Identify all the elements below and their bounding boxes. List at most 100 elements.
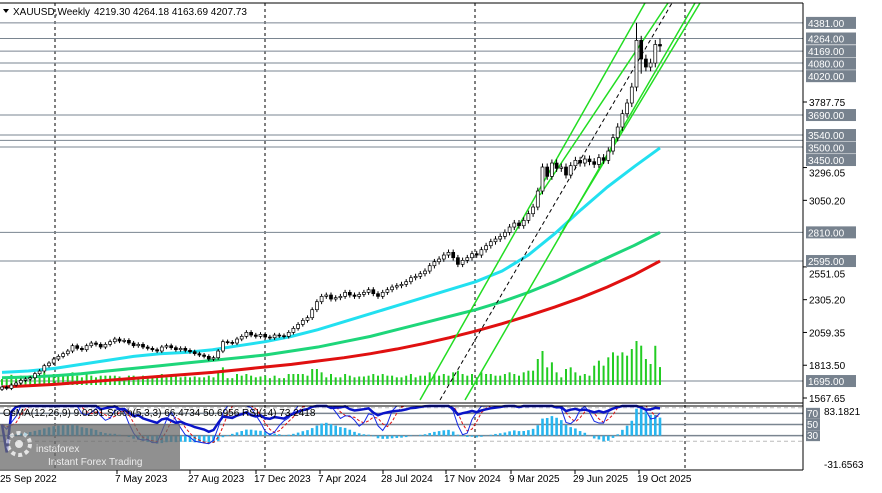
volume-bar (241, 376, 243, 385)
watermark-tagline: Instant Forex Trading (48, 457, 143, 468)
osma-bar (447, 430, 450, 436)
x-tick-label: 29 Jun 2025 (573, 474, 628, 485)
volume-bar (316, 369, 318, 385)
volume-bar (617, 356, 619, 385)
osma-bar (255, 430, 258, 435)
osma-bar (419, 435, 422, 436)
osma-bar (400, 436, 403, 438)
volume-bar (175, 377, 177, 386)
osma-bar (208, 436, 211, 444)
candle-body (62, 354, 65, 357)
candle-body (400, 284, 403, 285)
candle-body (348, 292, 351, 295)
candle-body (330, 295, 333, 299)
candle-body (447, 252, 450, 255)
volume-bar (330, 374, 332, 385)
volume-bar (166, 377, 168, 385)
osma-bar (631, 421, 634, 436)
volume-bar (570, 367, 572, 385)
candle-body (391, 287, 394, 290)
osma-bar (522, 431, 525, 436)
candle-body (189, 350, 192, 351)
volume-bar (499, 376, 501, 385)
volume-bar (565, 369, 567, 385)
volume-bar (645, 359, 647, 385)
candle-body (612, 138, 615, 151)
candle-body (156, 350, 159, 351)
osma-bar (240, 431, 243, 436)
level-price-label: 1695.00 (808, 377, 845, 388)
candle-body (527, 214, 530, 221)
candle-body (518, 223, 521, 226)
candle-body (236, 339, 239, 343)
osma-bar (518, 431, 521, 436)
volume-bar (654, 346, 656, 385)
x-tick-label: 9 Mar 2025 (509, 474, 560, 485)
candle-body (659, 44, 662, 46)
candle-body (254, 335, 257, 336)
volume-bar (325, 377, 327, 385)
osma-bar (363, 434, 366, 435)
osma-bar (607, 436, 610, 441)
volume-bar (269, 378, 271, 385)
candle-body (99, 344, 102, 347)
osma-bar (320, 424, 323, 436)
volume-bar (410, 374, 412, 385)
volume-bar (156, 377, 158, 385)
y-tick-label: 3787.75 (809, 98, 846, 109)
volume-bar (438, 376, 440, 385)
osma-bar (541, 419, 544, 436)
candle-body (142, 344, 145, 347)
candle-body (489, 242, 492, 246)
volume-bar (466, 376, 468, 385)
candle-body (15, 383, 18, 385)
volume-bar (523, 372, 525, 385)
candle-body (405, 282, 408, 285)
candle-body (466, 258, 469, 261)
volume-bar (274, 376, 276, 385)
candle-body (179, 348, 182, 349)
osma-bar (344, 428, 347, 436)
candle-body (503, 232, 506, 236)
volume-bar (659, 367, 661, 385)
candle-body (574, 160, 577, 165)
osma-bar (645, 411, 648, 435)
candle-body (522, 220, 525, 225)
candle-body (226, 342, 229, 343)
volume-bar (396, 377, 398, 385)
candle-body (358, 294, 361, 296)
osma-bar (513, 430, 516, 435)
candle-body (311, 310, 314, 318)
osma-bar (555, 418, 558, 436)
candle-body (95, 343, 98, 344)
volume-bar (250, 376, 252, 385)
volume-bar (1, 379, 3, 385)
volume-bar (471, 374, 473, 385)
volume-bar (194, 377, 196, 386)
candle-body (10, 385, 13, 388)
osma-bar (490, 435, 493, 436)
candle-body (123, 340, 126, 341)
volume-bar (443, 374, 445, 385)
osma-bar (527, 430, 530, 436)
volume-bar (537, 359, 539, 385)
candle-body (85, 346, 88, 350)
volume-bar (358, 377, 360, 386)
candle-body (132, 343, 135, 346)
candle-body (372, 290, 375, 294)
volume-bar (227, 378, 229, 385)
volume-bar (542, 351, 544, 385)
candle-body (621, 114, 624, 127)
volume-bar (513, 374, 515, 385)
candle-body (66, 351, 69, 354)
volume-bar (382, 374, 384, 385)
candle-body (287, 332, 290, 336)
x-tick-label: 17 Dec 2023 (254, 474, 311, 485)
volume-bar (43, 372, 45, 385)
osma-bar (494, 434, 497, 436)
candle-body (409, 278, 412, 282)
level-price-label: 3500.00 (808, 144, 845, 155)
indicator-level-label: 30 (807, 431, 819, 442)
volume-bar (354, 377, 356, 385)
